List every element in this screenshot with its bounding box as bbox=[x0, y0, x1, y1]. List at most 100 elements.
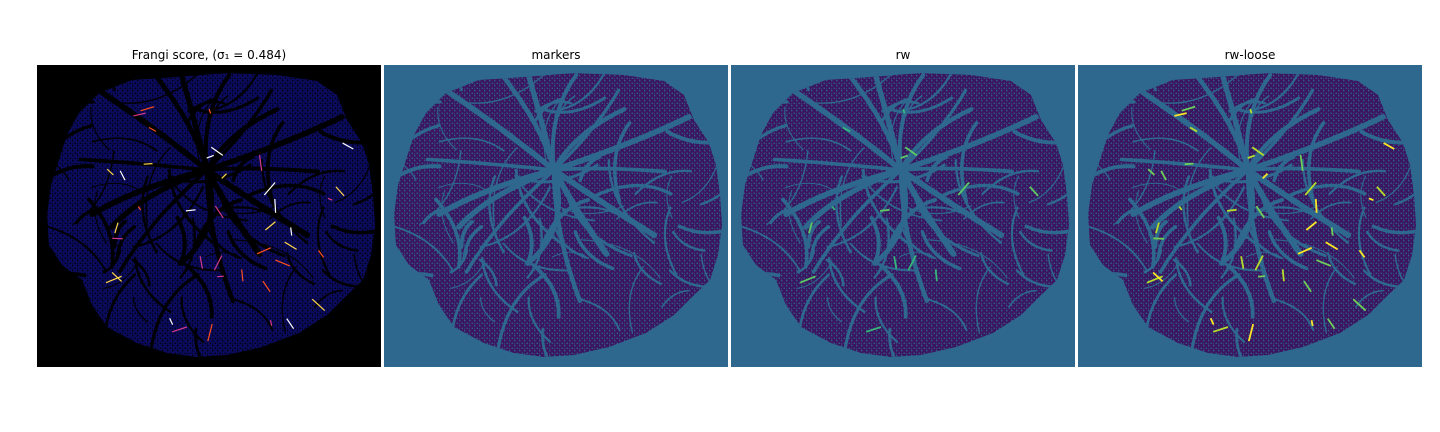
vessel-segment bbox=[438, 182, 488, 192]
highlight-mark bbox=[311, 298, 326, 312]
vessel-segment bbox=[204, 107, 280, 173]
highlight-mark bbox=[865, 326, 882, 333]
vessel-segment bbox=[204, 167, 311, 239]
vessel-segment bbox=[959, 121, 979, 203]
vessel-segment bbox=[316, 206, 331, 276]
highlight-mark bbox=[1029, 186, 1039, 197]
vessel-segment bbox=[1173, 296, 1189, 323]
vessel-segment bbox=[94, 190, 107, 244]
vessel-segment bbox=[784, 106, 804, 151]
highlight-mark bbox=[1330, 227, 1334, 236]
vessel-segment bbox=[811, 168, 903, 274]
vessel-segment bbox=[193, 96, 260, 114]
vessel-segment bbox=[573, 230, 615, 271]
highlight-mark bbox=[1254, 255, 1264, 271]
highlight-mark bbox=[1304, 181, 1317, 196]
vessel-segment bbox=[149, 273, 200, 354]
highlight-mark bbox=[1262, 173, 1269, 180]
highlight-mark bbox=[213, 255, 223, 271]
vessel-segment bbox=[102, 261, 139, 289]
vessel-segment bbox=[1153, 219, 1168, 249]
vessel-segment bbox=[741, 164, 789, 198]
vessel-segment bbox=[899, 251, 932, 258]
segmentation-image bbox=[37, 65, 381, 367]
highlight-mark bbox=[207, 323, 213, 342]
highlight-mark bbox=[1310, 320, 1314, 327]
highlight-mark bbox=[1358, 249, 1366, 258]
highlight-mark bbox=[217, 275, 224, 278]
highlight-mark bbox=[265, 221, 276, 231]
highlight-mark bbox=[934, 269, 938, 282]
vessel-segment bbox=[540, 96, 607, 114]
vessel-segment bbox=[394, 164, 442, 198]
highlight-mark bbox=[335, 186, 345, 197]
vessel-segment bbox=[531, 263, 561, 319]
vessel-segment bbox=[1360, 175, 1367, 219]
vessel-segment bbox=[1173, 186, 1245, 249]
vessel-segment bbox=[438, 137, 505, 152]
vessel-segment bbox=[541, 198, 590, 246]
highlight-mark bbox=[893, 256, 898, 269]
vessel-segment bbox=[741, 221, 801, 272]
vessel-network bbox=[47, 73, 375, 357]
highlight-mark bbox=[1178, 205, 1183, 211]
vessel-segment bbox=[878, 263, 908, 319]
vessel-segment bbox=[1275, 298, 1315, 332]
highlight-mark bbox=[1383, 142, 1395, 150]
highlight-mark bbox=[140, 106, 155, 112]
panel-title-markers: markers bbox=[531, 48, 581, 62]
vessel-segment bbox=[826, 186, 898, 249]
vessel-segment bbox=[612, 121, 632, 203]
vessel-segment bbox=[1132, 137, 1199, 152]
vessel-segment bbox=[353, 155, 375, 206]
vessel-segment bbox=[90, 106, 110, 151]
vessel-segment bbox=[204, 114, 345, 173]
vessel-segment bbox=[661, 289, 690, 308]
vessel-segment bbox=[1190, 273, 1241, 354]
highlight-mark bbox=[1247, 323, 1255, 342]
vessel-segment bbox=[1008, 289, 1037, 308]
highlight-mark bbox=[119, 170, 126, 181]
vessel-network bbox=[741, 73, 1069, 357]
highlight-mark bbox=[256, 247, 271, 255]
vessel-segment bbox=[1130, 167, 1251, 218]
highlight-mark bbox=[1281, 269, 1285, 282]
vessel-segment bbox=[826, 296, 842, 323]
panel-frangi-image bbox=[37, 65, 381, 367]
vessel-segment bbox=[325, 230, 359, 252]
vessel-segment bbox=[1357, 206, 1372, 276]
vessel-segment bbox=[532, 97, 565, 125]
highlight-mark bbox=[221, 173, 227, 179]
vessel-segment bbox=[1019, 230, 1053, 252]
vessel-segment bbox=[464, 168, 556, 274]
vessel-segment bbox=[194, 198, 243, 246]
vessel-segment bbox=[979, 252, 1009, 286]
vessel-segment bbox=[942, 183, 1020, 197]
highlight-mark bbox=[137, 206, 142, 211]
vessel-segment bbox=[205, 251, 238, 258]
panel-rw-image bbox=[731, 65, 1075, 367]
vessel-segment bbox=[47, 164, 95, 198]
vessel-segment bbox=[265, 121, 285, 203]
highlight-mark bbox=[286, 318, 295, 330]
highlight-mark bbox=[1147, 168, 1156, 176]
highlight-mark bbox=[1303, 280, 1312, 293]
vessel-segment bbox=[1245, 114, 1386, 173]
highlight-mark bbox=[1240, 256, 1245, 269]
vessel-segment bbox=[874, 296, 899, 343]
vessel-segment bbox=[184, 263, 214, 319]
vessel-segment bbox=[981, 169, 1040, 195]
vessel-segment bbox=[920, 230, 962, 271]
vessel-segment bbox=[520, 73, 557, 173]
vessel-segment bbox=[185, 97, 218, 125]
highlight-mark bbox=[907, 255, 917, 271]
highlight-mark bbox=[263, 182, 276, 196]
vessel-segment bbox=[488, 175, 505, 254]
vessel-segment bbox=[173, 73, 210, 173]
vessel-segment bbox=[551, 167, 658, 239]
highlight-mark bbox=[284, 241, 297, 250]
vessel-segment bbox=[1143, 261, 1180, 289]
highlight-mark bbox=[143, 163, 153, 165]
vessel-segment bbox=[579, 239, 661, 279]
highlight-mark bbox=[327, 197, 333, 201]
